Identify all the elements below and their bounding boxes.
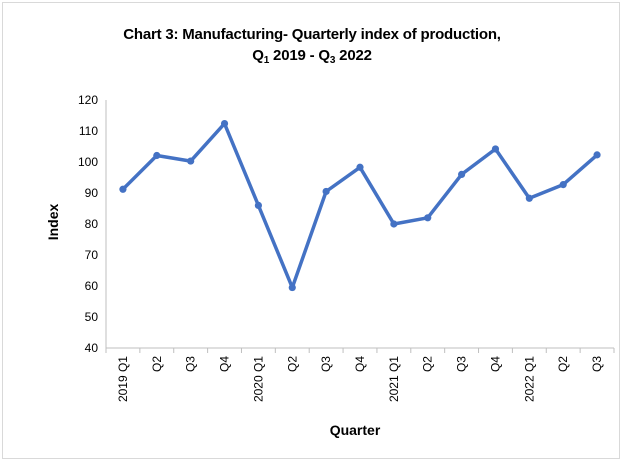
x-tick-label: 2020 Q1	[251, 356, 265, 402]
y-tick-label: 50	[85, 310, 99, 324]
data-point	[220, 119, 229, 128]
x-tick-label: Q3	[319, 356, 333, 372]
data-point	[390, 220, 398, 228]
y-axis-title: Index	[45, 204, 61, 241]
data-point	[254, 201, 262, 209]
x-tick-label: Q2	[285, 356, 299, 372]
x-tick-label: Q4	[353, 356, 367, 372]
y-tick-label: 40	[85, 341, 99, 355]
x-tick-label: Q3	[455, 356, 469, 372]
x-tick-label: 2021 Q1	[387, 356, 401, 402]
subtitle-from-year: 2019 -	[273, 47, 319, 64]
y-ticks: 40 50 60 70 80 90 100 110 120	[78, 93, 98, 355]
x-tick-label: 2022 Q1	[522, 356, 536, 402]
x-tick-label: Q3	[590, 356, 604, 372]
data-point	[322, 187, 330, 196]
data-point	[356, 163, 364, 171]
data-point	[559, 181, 567, 189]
subtitle-q-from: Q	[252, 47, 264, 64]
x-axis-title: Quarter	[330, 422, 381, 438]
x-tick-label: Q2	[421, 356, 435, 372]
y-tick-label: 100	[78, 155, 98, 169]
data-point	[593, 151, 601, 159]
subtitle-q-to-sub: 3	[329, 55, 336, 66]
x-tick-label: 2019 Q1	[116, 356, 130, 402]
data-point	[153, 151, 161, 160]
data-point	[424, 214, 432, 222]
y-tick-label: 90	[85, 186, 99, 200]
subtitle-q-from-sub: 1	[263, 55, 270, 66]
y-tick-label: 80	[85, 217, 99, 231]
y-tick-label: 60	[85, 279, 99, 293]
x-ticks: 2019 Q1 Q2 Q3 Q4 2020 Q1 Q2 Q3 Q4 2021 Q1 Q2 Q3 Q4 2…	[105, 348, 615, 402]
x-tick-label: Q4	[488, 356, 502, 372]
y-tick-label: 120	[78, 93, 98, 107]
y-tick-label: 110	[79, 124, 98, 138]
chart-title: Chart 3: Manufacturing- Quarterly index …	[123, 26, 501, 43]
data-point	[119, 185, 127, 193]
x-tick-label: Q4	[218, 356, 232, 372]
series-index	[119, 119, 601, 292]
x-tick-label: Q3	[184, 356, 198, 372]
subtitle-q-to: Q	[318, 47, 330, 64]
x-tick-label: Q2	[556, 356, 570, 372]
data-point	[525, 194, 533, 202]
chart-subtitle: Q1 2019 - Q3 2022	[0, 47, 624, 66]
x-tick-label: Q2	[150, 356, 164, 372]
y-tick-label: 70	[85, 248, 99, 262]
axes	[105, 100, 614, 349]
subtitle-to-year: 2022	[339, 47, 372, 64]
data-point	[458, 170, 466, 178]
data-point	[491, 145, 500, 153]
data-point	[288, 283, 296, 292]
series-line	[121, 121, 599, 290]
data-point	[187, 157, 195, 165]
